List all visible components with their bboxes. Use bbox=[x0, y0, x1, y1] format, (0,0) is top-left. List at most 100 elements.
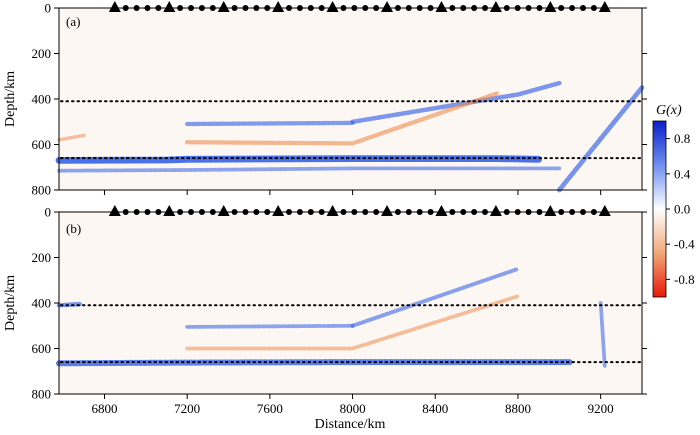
station-triangle bbox=[326, 205, 339, 216]
y-tick-label: 0 bbox=[45, 205, 52, 220]
station-circle bbox=[264, 209, 271, 215]
station-circle bbox=[198, 5, 205, 11]
station-circle bbox=[253, 5, 260, 11]
station-circle bbox=[525, 5, 532, 11]
y-tick-label: 600 bbox=[32, 341, 52, 356]
station-circle bbox=[286, 5, 293, 11]
feature-b-5 bbox=[598, 301, 607, 369]
station-triangle bbox=[217, 1, 230, 12]
station-triangle bbox=[544, 1, 557, 12]
colorbar-tick-label: 0.4 bbox=[674, 166, 691, 181]
x-tick-label: 8000 bbox=[340, 401, 366, 416]
colorbar-tick-label: 0.0 bbox=[674, 202, 690, 217]
panel-a-ylabel: Depth/km bbox=[3, 71, 18, 127]
station-circle bbox=[264, 5, 271, 11]
station-circle bbox=[482, 209, 489, 215]
station-circle bbox=[427, 5, 434, 11]
station-circle bbox=[318, 5, 325, 11]
station-triangle bbox=[381, 1, 394, 12]
station-circle bbox=[405, 209, 412, 215]
station-circle bbox=[514, 209, 521, 215]
station-circle bbox=[122, 5, 129, 11]
y-tick-label: 600 bbox=[32, 137, 52, 152]
station-circle bbox=[394, 5, 401, 11]
x-tick-label: 8400 bbox=[422, 401, 448, 416]
feature-b-1 bbox=[185, 323, 355, 329]
station-circle bbox=[514, 5, 521, 11]
panel-a-station-markers bbox=[108, 1, 611, 12]
station-circle bbox=[188, 209, 195, 215]
station-triangle bbox=[272, 1, 285, 12]
colorbar-title: G(x) bbox=[656, 103, 682, 118]
colorbar-ramp bbox=[652, 120, 667, 298]
colorbar-tick-label: -0.8 bbox=[674, 272, 695, 287]
station-circle bbox=[362, 5, 369, 11]
panel-b-label: (b) bbox=[66, 221, 81, 236]
station-circle bbox=[503, 209, 510, 215]
station-circle bbox=[416, 209, 423, 215]
station-circle bbox=[536, 5, 543, 11]
station-circle bbox=[318, 209, 325, 215]
station-circle bbox=[209, 5, 216, 11]
station-circle bbox=[296, 209, 303, 215]
station-circle bbox=[198, 209, 205, 215]
station-circle bbox=[569, 209, 576, 215]
feature-a-3 bbox=[350, 80, 562, 125]
station-circle bbox=[177, 5, 184, 11]
station-circle bbox=[351, 5, 358, 11]
panel-b: 0 200 400 600 800 6800 7200 7600 8000 8400 8800 920… bbox=[3, 205, 647, 432]
colorbar-tick-label: -0.4 bbox=[674, 237, 695, 252]
station-circle bbox=[133, 5, 140, 11]
station-triangle bbox=[435, 205, 448, 216]
y-tick-label: 800 bbox=[32, 183, 52, 198]
station-circle bbox=[373, 209, 380, 215]
station-circle bbox=[351, 209, 358, 215]
station-circle bbox=[460, 209, 467, 215]
station-circle bbox=[307, 5, 314, 11]
station-circle bbox=[471, 209, 478, 215]
station-circle bbox=[536, 209, 543, 215]
y-tick-label: 800 bbox=[32, 387, 52, 402]
feature-a-5 bbox=[556, 85, 645, 193]
colorbar-ticks: 0.8 0.4 0.0 -0.4 -0.8 bbox=[666, 131, 695, 287]
station-circle bbox=[471, 5, 478, 11]
panel-b-ticks: 0 200 400 600 800 6800 7200 7600 8000 8400 8800 920… bbox=[32, 205, 647, 416]
panel-b-background bbox=[59, 212, 642, 394]
feature-a-1 bbox=[57, 166, 562, 173]
x-axis-label: Distance/km bbox=[315, 417, 386, 432]
feature-b-2 bbox=[350, 266, 520, 328]
station-circle bbox=[558, 209, 565, 215]
station-circle bbox=[188, 5, 195, 11]
y-tick-label: 200 bbox=[32, 250, 52, 265]
station-triangle bbox=[598, 205, 611, 216]
station-circle bbox=[122, 209, 129, 215]
feature-a-4 bbox=[185, 91, 500, 146]
station-circle bbox=[362, 209, 369, 215]
station-triangle bbox=[326, 1, 339, 12]
station-circle bbox=[209, 209, 216, 215]
colorbar: G(x) 0.8 0.4 0.0 -0.4 -0.8 bbox=[652, 103, 695, 298]
station-circle bbox=[155, 5, 162, 11]
station-circle bbox=[296, 5, 303, 11]
station-circle bbox=[405, 5, 412, 11]
panel-a: 0 200 400 600 800 (a) Depth/km bbox=[3, 1, 647, 198]
station-circle bbox=[580, 5, 587, 11]
station-circle bbox=[340, 5, 347, 11]
y-tick-label: 200 bbox=[32, 46, 52, 61]
station-triangle bbox=[108, 205, 121, 216]
feature-a-2 bbox=[185, 120, 355, 127]
colorbar-tick-label: 0.8 bbox=[674, 131, 690, 146]
station-circle bbox=[242, 209, 249, 215]
station-circle bbox=[416, 5, 423, 11]
station-circle bbox=[394, 209, 401, 215]
station-circle bbox=[242, 5, 249, 11]
station-circle bbox=[373, 5, 380, 11]
station-circle bbox=[449, 209, 456, 215]
station-circle bbox=[286, 209, 293, 215]
station-triangle bbox=[163, 1, 176, 12]
x-tick-label: 9200 bbox=[588, 401, 614, 416]
station-triangle bbox=[381, 205, 394, 216]
station-circle bbox=[177, 209, 184, 215]
feature-b-3 bbox=[185, 294, 520, 351]
